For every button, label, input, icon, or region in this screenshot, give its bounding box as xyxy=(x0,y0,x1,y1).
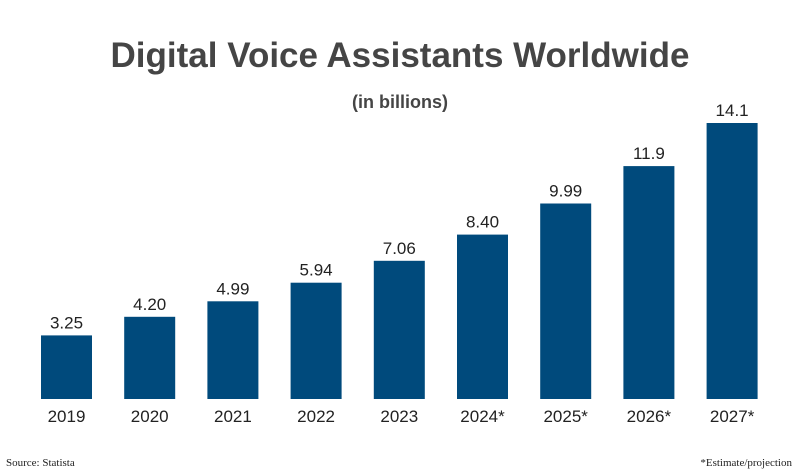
bar-value-label: 4.99 xyxy=(216,279,249,298)
bar-value-label: 4.20 xyxy=(133,295,166,314)
x-tick-label: 2019 xyxy=(48,407,86,426)
bar-value-label: 11.9 xyxy=(633,144,665,163)
bar-2022 xyxy=(290,282,342,399)
x-tick-label: 2027* xyxy=(710,407,755,426)
x-tick-label: 2025* xyxy=(543,407,588,426)
x-tick-label: 2020 xyxy=(131,407,169,426)
bar-2020 xyxy=(124,316,176,399)
x-tick-label: 2026* xyxy=(627,407,672,426)
bar-value-label: 8.40 xyxy=(466,213,499,232)
bar-2027 xyxy=(706,123,758,399)
bar-2024 xyxy=(457,234,508,399)
x-tick-label: 2021 xyxy=(214,407,252,426)
bar-2026 xyxy=(623,166,675,399)
x-tick-label: 2022 xyxy=(297,407,335,426)
x-tick-label: 2023 xyxy=(380,407,418,426)
bar-2021 xyxy=(207,301,259,399)
bar-2019 xyxy=(41,335,92,399)
source-note: Source: Statista xyxy=(6,457,75,469)
chart-subtitle: (in billions) xyxy=(352,92,448,112)
bar-value-label: 7.06 xyxy=(383,239,416,258)
bar-value-label: 14.1 xyxy=(716,101,749,120)
chart-title: Digital Voice Assistants Worldwide xyxy=(110,36,690,75)
bar-2023 xyxy=(373,260,425,399)
bar-value-label: 9.99 xyxy=(549,182,582,201)
bar-2025 xyxy=(540,203,592,399)
x-tick-label: 2024* xyxy=(460,407,505,426)
bar-value-label: 5.94 xyxy=(300,261,333,280)
estimate-note: *Estimate/projection xyxy=(700,457,792,469)
bar-value-label: 3.25 xyxy=(50,313,83,332)
